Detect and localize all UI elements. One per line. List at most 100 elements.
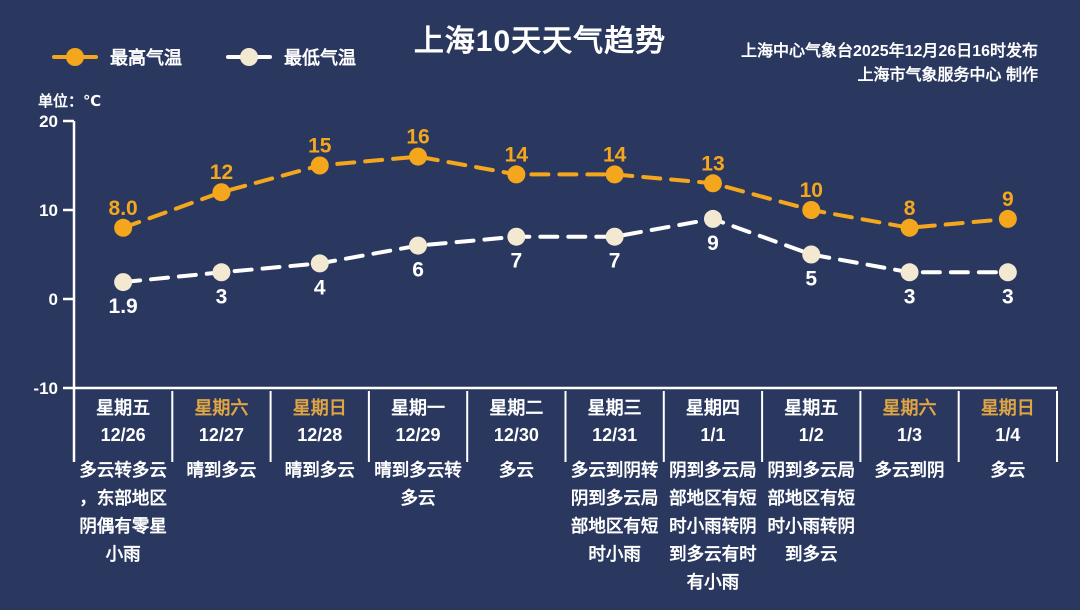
high-temp-value-label: 16 xyxy=(406,126,429,149)
legend: 最高气温 最低气温 xyxy=(52,44,356,70)
low-temp-value-label: 3 xyxy=(904,285,916,308)
day-column: 星期六 12/27 晴到多云 xyxy=(172,396,270,596)
high-temp-point xyxy=(212,183,231,202)
high-temp-point xyxy=(802,201,821,219)
day-column: 星期四 1/1 阴到多云局部地区有短时小雨转阴到多云有时有小雨 xyxy=(664,396,762,596)
y-axis-tick-label: -10 xyxy=(33,379,58,398)
low-temp-point xyxy=(703,209,722,228)
day-column: 星期日 12/28 晴到多云 xyxy=(271,396,369,596)
weather-description: 晴到多云转多云 xyxy=(374,460,462,508)
date-label: 1/3 xyxy=(897,425,923,445)
day-column: 星期五 1/2 阴到多云局部地区有短时小雨转阴到多云 xyxy=(762,396,860,596)
high-temp-series-icon xyxy=(52,47,98,67)
date-label: 1/4 xyxy=(995,425,1021,445)
low-temp-value-label: 3 xyxy=(216,285,228,308)
high-temp-point xyxy=(703,174,722,193)
date-label: 12/29 xyxy=(395,425,441,445)
weekday-label: 星期日 xyxy=(980,398,1035,418)
day-column: 星期五 12/26 多云转多云，东部地区阴偶有零星小雨 xyxy=(74,396,172,596)
weather-description: 晴到多云 xyxy=(284,460,355,480)
legend-high-label: 最高气温 xyxy=(110,48,182,68)
day-labels-row: 星期五 12/26 多云转多云，东部地区阴偶有零星小雨 星期六 12/27 晴到多云 星期日… xyxy=(74,396,1057,596)
day-column: 星期一 12/29 晴到多云转多云 xyxy=(369,396,467,596)
date-label: 12/31 xyxy=(592,425,638,445)
high-temp-value-label: 10 xyxy=(800,179,823,202)
low-temp-value-label: 1.9 xyxy=(109,295,138,318)
weekday-label: 星期三 xyxy=(587,398,642,418)
page-title: 上海10天天气趋势 xyxy=(413,25,667,58)
low-dot-icon xyxy=(240,48,258,66)
date-label: 12/28 xyxy=(297,425,343,445)
high-temp-point xyxy=(900,218,919,237)
low-temp-point xyxy=(802,245,821,264)
source-line-issue: 上海中心气象台2025年12月26日16时发布 xyxy=(741,43,1038,60)
low-temp-value-label: 4 xyxy=(314,276,326,299)
date-label: 1/1 xyxy=(700,425,726,445)
day-column: 星期六 1/3 多云到阴 xyxy=(860,396,958,596)
weekday-label: 星期日 xyxy=(292,398,347,418)
date-label: 12/26 xyxy=(100,425,146,445)
weekday-label: 星期五 xyxy=(784,398,839,418)
weekday-label: 星期二 xyxy=(489,398,544,418)
weather-description: 多云到阴转阴到多云局部地区有短时小雨 xyxy=(570,460,659,564)
high-temp-value-label: 12 xyxy=(210,161,233,184)
date-label: 1/2 xyxy=(798,425,824,445)
low-temp-point xyxy=(900,263,919,282)
weekday-label: 星期六 xyxy=(882,398,937,418)
high-temp-point xyxy=(114,218,133,237)
legend-item-high-temp: 最高气温 xyxy=(52,44,182,70)
high-temp-value-label: 15 xyxy=(308,135,332,158)
legend-low-label: 最低气温 xyxy=(284,48,356,68)
weekday-label: 星期四 xyxy=(685,398,740,418)
high-temp-point xyxy=(507,165,526,184)
low-temp-point xyxy=(409,236,428,255)
high-temp-point xyxy=(605,165,624,184)
y-axis-tick-label: 10 xyxy=(39,201,58,220)
weather-description: 阴到多云局部地区有短时小雨转阴到多云 xyxy=(767,460,855,564)
low-temp-value-label: 6 xyxy=(412,259,424,282)
weekday-label: 星期五 xyxy=(96,398,151,418)
low-temp-value-label: 9 xyxy=(707,232,719,255)
date-label: 12/27 xyxy=(198,425,244,445)
y-axis-tick-label: 20 xyxy=(39,112,58,131)
date-label: 12/30 xyxy=(493,425,539,445)
high-temp-value-label: 14 xyxy=(603,143,627,166)
low-temp-value-label: 3 xyxy=(1002,285,1014,308)
low-temp-point xyxy=(212,263,231,282)
high-temp-point xyxy=(998,209,1017,228)
source-info: 上海中心气象台2025年12月26日16时发布 上海市气象服务中心 制作 xyxy=(741,40,1038,88)
weekday-label: 星期一 xyxy=(391,398,446,418)
day-column: 星期三 12/31 多云到阴转阴到多云局部地区有短时小雨 xyxy=(565,396,663,596)
weather-description: 多云 xyxy=(498,460,534,480)
high-temp-value-label: 14 xyxy=(505,143,529,166)
low-temp-series-line xyxy=(121,216,1010,285)
low-temp-value-label: 5 xyxy=(805,268,817,291)
source-line-producer: 上海市气象服务中心 制作 xyxy=(857,67,1038,84)
weather-description: 晴到多云 xyxy=(186,460,257,480)
low-temp-point xyxy=(114,273,133,292)
high-temp-point xyxy=(310,156,329,175)
high-temp-value-label: 8.0 xyxy=(109,197,138,220)
low-temp-point xyxy=(507,227,526,246)
weather-description: 多云转多云，东部地区阴偶有零星小雨 xyxy=(79,460,167,564)
day-column: 星期日 1/4 多云 xyxy=(959,396,1057,596)
low-temp-value-label: 7 xyxy=(511,250,523,273)
low-temp-point xyxy=(998,263,1017,282)
day-column: 星期二 12/30 多云 xyxy=(467,396,565,596)
high-temp-value-label: 9 xyxy=(1002,188,1014,211)
high-dot-icon xyxy=(66,48,84,66)
high-temp-value-label: 8 xyxy=(904,197,916,220)
low-temp-value-label: 7 xyxy=(609,250,621,273)
unit-label: 单位：℃ xyxy=(38,93,102,110)
low-temp-point xyxy=(310,254,329,273)
weekday-label: 星期六 xyxy=(194,398,249,418)
low-temp-point xyxy=(605,227,624,246)
weather-description: 阴到多云局部地区有短时小雨转阴到多云有时有小雨 xyxy=(669,460,757,592)
y-axis-tick-label: 0 xyxy=(49,290,58,309)
weather-description: 多云 xyxy=(990,460,1026,480)
weather-description: 多云到阴 xyxy=(874,460,945,480)
high-temp-value-label: 13 xyxy=(701,152,724,175)
legend-item-low-temp: 最低气温 xyxy=(226,44,356,70)
